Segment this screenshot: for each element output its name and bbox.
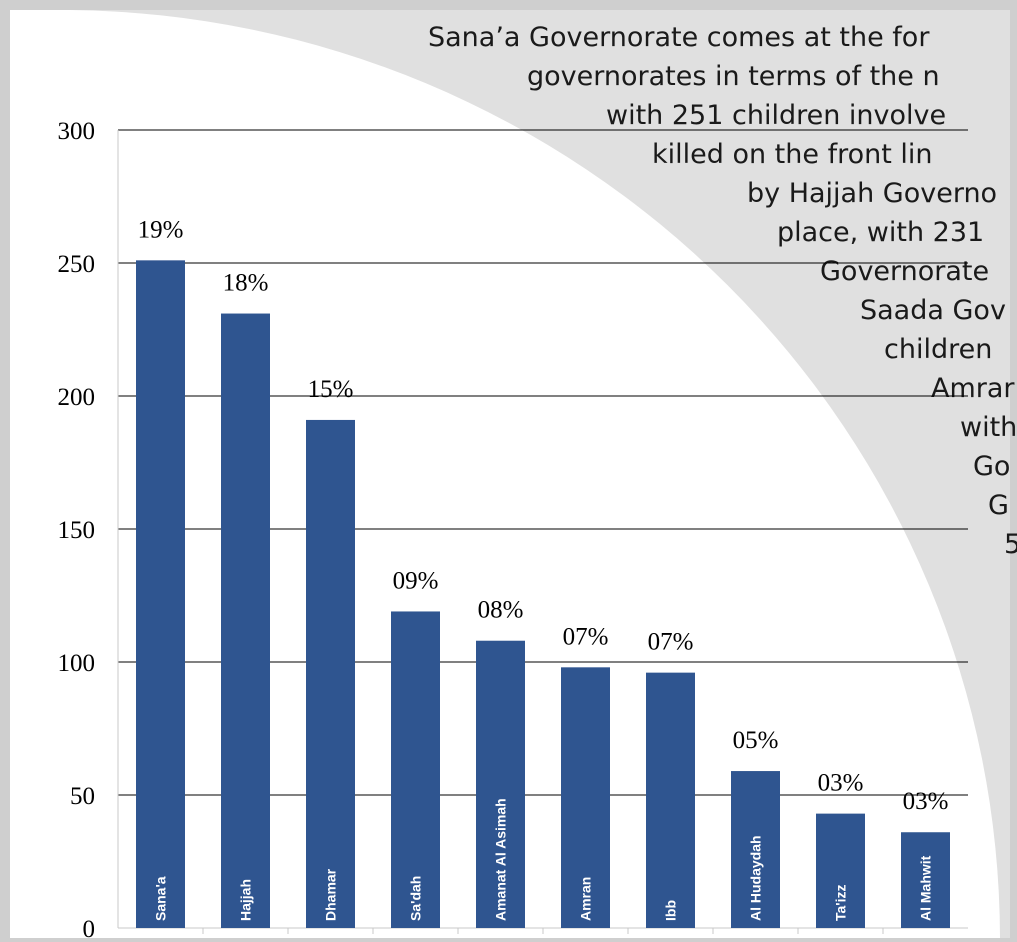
data-label: 19% <box>138 216 184 243</box>
data-label: 07% <box>648 629 694 656</box>
data-label: 05% <box>733 727 779 754</box>
bar <box>476 640 525 928</box>
data-label: 07% <box>563 623 609 650</box>
category-label: Sana'a <box>153 876 169 921</box>
category-label: Sa'dah <box>408 876 424 921</box>
category-label: Ibb <box>663 900 679 921</box>
category-label: Hajjah <box>238 879 254 921</box>
data-labels: 19% 18% 15% 09% 08% 07% 07% 05% 03% 03% <box>138 216 949 815</box>
category-label: Ta'izz <box>833 884 849 921</box>
data-label: 15% <box>308 376 354 403</box>
y-tick-label: 50 <box>70 783 95 810</box>
bar <box>646 672 695 928</box>
bar <box>306 419 355 928</box>
category-labels: Sana'a Hajjah Dhamar Sa'dah Amanat Al Asimah… <box>153 798 934 921</box>
y-tick-label: 150 <box>58 517 96 544</box>
bar <box>221 313 270 928</box>
category-label: Al Hudaydah <box>748 835 764 921</box>
bar <box>391 611 440 928</box>
y-tick-label: 100 <box>58 650 96 677</box>
data-label: 18% <box>223 270 269 297</box>
category-label: Amanat Al Asimah <box>493 798 509 921</box>
bar <box>136 260 185 929</box>
data-label: 03% <box>903 788 949 815</box>
bar <box>901 832 950 928</box>
data-label: 09% <box>393 567 439 594</box>
bar <box>731 771 780 928</box>
category-label: Dhamar <box>323 868 339 921</box>
category-label: Amran <box>578 877 594 921</box>
bars <box>136 260 950 929</box>
category-label: Al Mahwit <box>918 855 934 921</box>
bar <box>561 667 610 928</box>
y-tick-label: 0 <box>83 916 96 942</box>
y-axis-ticks: 0 50 100 150 200 250 300 <box>58 118 96 942</box>
y-tick-label: 300 <box>58 118 96 145</box>
data-label: 03% <box>818 770 864 797</box>
bar <box>816 813 865 928</box>
data-label: 08% <box>478 597 524 624</box>
y-tick-label: 250 <box>58 251 96 278</box>
y-tick-label: 200 <box>58 384 96 411</box>
annotation-panel <box>10 10 1010 938</box>
